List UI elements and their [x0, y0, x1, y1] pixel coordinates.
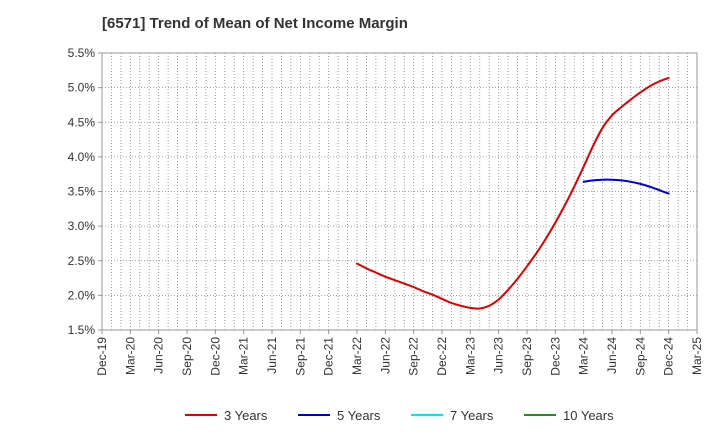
x-tick-label: Mar-22 [350, 337, 364, 375]
x-tick-label: Dec-23 [548, 337, 562, 376]
x-tick-label: Mar-24 [577, 337, 591, 375]
x-tick-label: Mar-23 [463, 337, 477, 375]
grid [102, 53, 697, 330]
series-line-3-years [356, 76, 670, 310]
x-tick-label: Mar-20 [123, 337, 137, 375]
y-tick-label: 5.5% [68, 46, 96, 60]
y-tick-label: 4.0% [68, 150, 96, 164]
y-tick-label: 4.5% [68, 115, 96, 129]
x-tick-label: Jun-21 [265, 337, 279, 374]
x-tick-label: Dec-19 [95, 337, 109, 376]
x-axis: Dec-19 Mar-20 Jun-20 Sep-20 Dec-20 Mar-21 Jun-… [95, 330, 704, 376]
x-tick-label: Sep-22 [407, 337, 421, 376]
legend-label: 10 Years [563, 408, 614, 423]
x-tick-label: Sep-24 [633, 337, 647, 376]
legend-label: 7 Years [450, 408, 494, 423]
y-tick-label: 2.5% [68, 254, 96, 268]
series-lines [356, 76, 670, 310]
x-tick-label: Mar-21 [237, 337, 251, 375]
x-tick-label: Dec-24 [662, 337, 676, 376]
y-tick-label: 3.0% [68, 219, 96, 233]
legend-label: 3 Years [224, 408, 268, 423]
legend-label: 5 Years [337, 408, 381, 423]
legend-item-10-years: 10 Years [524, 408, 614, 423]
series-line-5-years [582, 178, 670, 195]
y-tick-label: 5.0% [68, 81, 96, 95]
legend-item-5-years: 5 Years [298, 408, 381, 423]
legend-item-7-years: 7 Years [411, 408, 494, 423]
y-tick-label: 1.5% [68, 323, 96, 337]
y-axis: 1.5% 2.0% 2.5% 3.0% 3.5% 4.0% 4.5% 5.0% 5.5% [68, 46, 102, 337]
legend-item-3-years: 3 Years [185, 408, 268, 423]
x-tick-label: Jun-20 [152, 337, 166, 374]
x-tick-label: Dec-22 [435, 337, 449, 376]
y-tick-label: 2.0% [68, 288, 96, 302]
legend: 3 Years 5 Years 7 Years 10 Years [185, 408, 614, 423]
chart-title: [6571] Trend of Mean of Net Income Margi… [102, 15, 408, 32]
x-tick-label: Jun-23 [492, 337, 506, 374]
x-tick-label: Sep-23 [520, 337, 534, 376]
x-tick-label: Sep-21 [293, 337, 307, 376]
x-tick-label: Dec-20 [208, 337, 222, 376]
x-tick-label: Mar-25 [690, 337, 704, 375]
x-tick-label: Sep-20 [180, 337, 194, 376]
x-tick-label: Jun-24 [605, 337, 619, 374]
y-tick-label: 3.5% [68, 185, 96, 199]
x-tick-label: Dec-21 [322, 337, 336, 376]
x-tick-label: Jun-22 [378, 337, 392, 374]
